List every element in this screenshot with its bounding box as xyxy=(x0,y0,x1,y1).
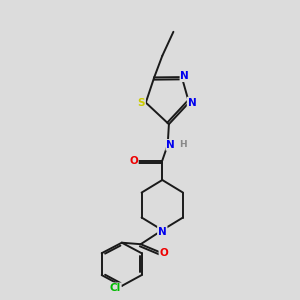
Text: N: N xyxy=(158,226,167,237)
Text: O: O xyxy=(129,155,138,166)
Text: N: N xyxy=(166,140,175,150)
Text: N: N xyxy=(180,71,189,81)
Text: H: H xyxy=(179,140,187,149)
Text: O: O xyxy=(159,248,168,258)
Text: N: N xyxy=(188,98,196,108)
Text: Cl: Cl xyxy=(110,283,121,293)
Text: S: S xyxy=(138,98,145,108)
